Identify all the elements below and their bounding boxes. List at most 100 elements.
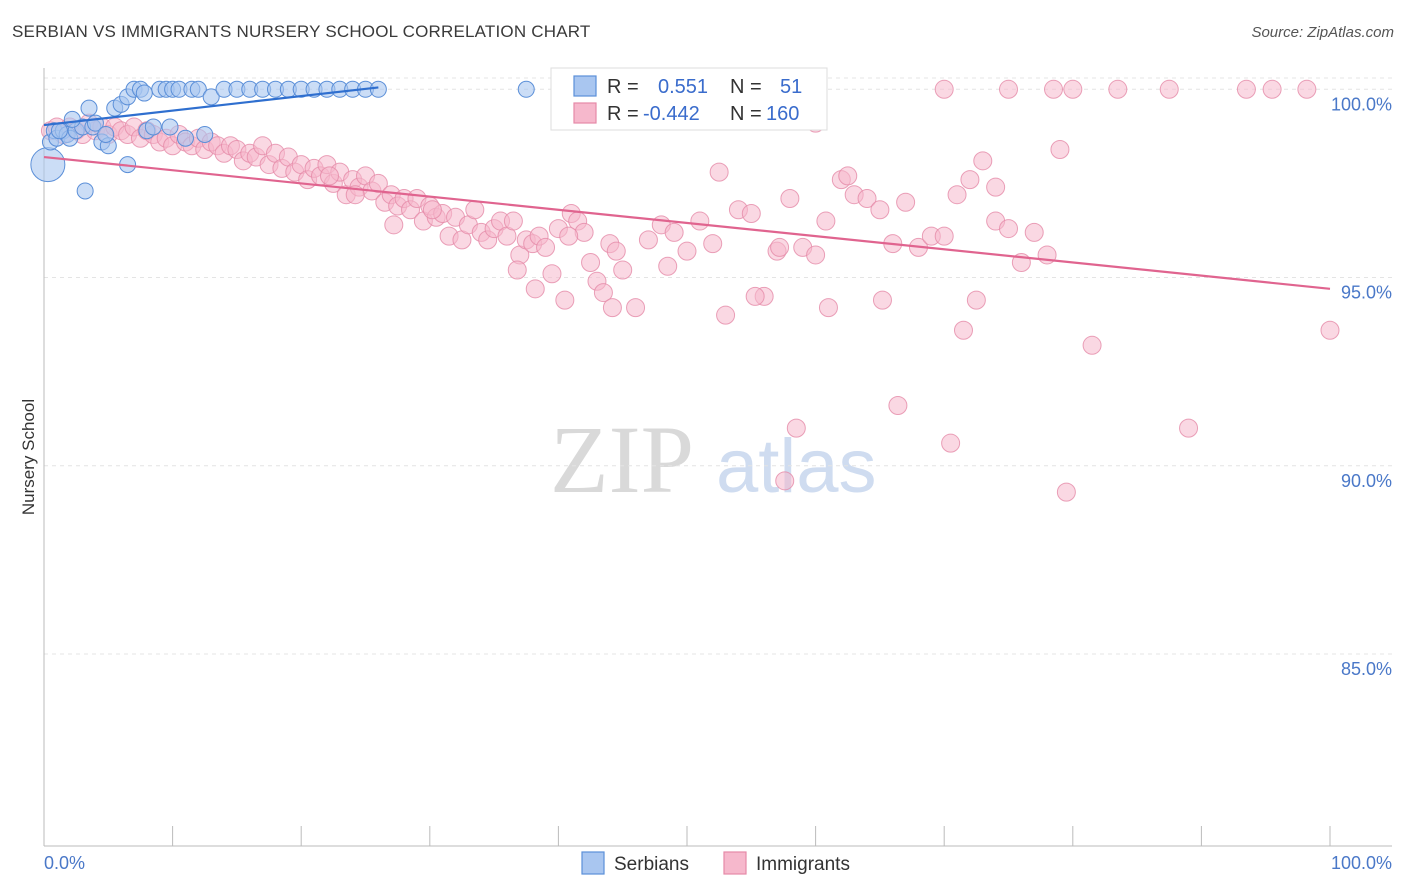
immigrants-point-119 bbox=[999, 219, 1018, 239]
stats-legend: R = 0.551 N = 51 R = -0.442 N = 160 bbox=[550, 67, 828, 131]
y-tick-labels: 100.0% 95.0% 90.0% 85.0% bbox=[1331, 94, 1392, 679]
chart-title: SERBIAN VS IMMIGRANTS NURSERY SCHOOL COR… bbox=[12, 22, 591, 41]
immigrants-point-131 bbox=[1044, 79, 1064, 99]
serbians-point-25 bbox=[176, 129, 194, 147]
immigrants-point-121 bbox=[1024, 222, 1044, 242]
immigrants-point-66 bbox=[465, 200, 485, 220]
legend-n-serbians: 51 bbox=[780, 76, 802, 98]
immigrants-point-72 bbox=[503, 211, 523, 231]
legend-n-label-immigrants: N = bbox=[730, 103, 762, 125]
stats-legend-box bbox=[550, 67, 828, 131]
legend-swatch-serbians bbox=[573, 75, 597, 97]
serbians-point-43 bbox=[63, 110, 81, 128]
serbians-point-27 bbox=[189, 80, 207, 98]
x-tick-label-100: 100.0% bbox=[1331, 853, 1392, 873]
immigrants-point-134 bbox=[1159, 79, 1179, 99]
immigrants-points bbox=[40, 79, 1340, 502]
immigrants-point-109 bbox=[870, 200, 890, 220]
immigrants-point-159 bbox=[559, 226, 579, 246]
immigrants-point-140 bbox=[786, 418, 806, 438]
immigrants-point-77 bbox=[536, 237, 556, 257]
immigrants-point-137 bbox=[1297, 79, 1317, 99]
bottom-legend-serbians: Serbians bbox=[614, 854, 689, 875]
immigrants-point-152 bbox=[602, 298, 622, 318]
chart-source: Source: ZipAtlas.com bbox=[1251, 24, 1394, 41]
immigrants-point-142 bbox=[941, 433, 961, 453]
legend-n-label-serbians: N = bbox=[730, 76, 762, 98]
immigrants-point-155 bbox=[422, 200, 442, 220]
immigrants-point-128 bbox=[888, 396, 908, 416]
immigrants-point-138 bbox=[709, 162, 729, 182]
immigrants-point-136 bbox=[1262, 79, 1282, 99]
immigrants-point-149 bbox=[986, 177, 1006, 197]
immigrants-point-135 bbox=[1236, 79, 1256, 99]
y-tick-label-0: 100.0% bbox=[1331, 94, 1392, 114]
immigrants-point-117 bbox=[973, 151, 993, 171]
y-tick-label-2: 90.0% bbox=[1341, 471, 1392, 491]
immigrants-point-90 bbox=[626, 298, 646, 318]
legend-r-label-immigrants: R = bbox=[607, 103, 639, 125]
bottom-swatch-immigrants bbox=[723, 851, 747, 875]
serbians-point-42 bbox=[369, 80, 387, 98]
immigrants-point-78 bbox=[542, 264, 562, 284]
immigrants-point-123 bbox=[1050, 140, 1070, 160]
serbians-point-29 bbox=[202, 88, 220, 106]
immigrants-point-150 bbox=[966, 290, 986, 310]
watermark-zip: ZIP bbox=[550, 406, 694, 513]
serbians-point-0 bbox=[30, 147, 66, 183]
immigrants-point-95 bbox=[690, 211, 710, 231]
serbians-point-28 bbox=[196, 125, 214, 143]
immigrants-point-153 bbox=[525, 279, 545, 299]
immigrants-point-144 bbox=[1082, 335, 1102, 355]
immigrants-point-84 bbox=[581, 252, 601, 272]
serbians-point-20 bbox=[144, 118, 162, 136]
immigrants-point-129 bbox=[934, 79, 954, 99]
serbians-points bbox=[30, 80, 535, 200]
bottom-swatch-serbians bbox=[581, 851, 605, 875]
immigrants-point-102 bbox=[780, 188, 800, 208]
immigrants-point-132 bbox=[1063, 79, 1083, 99]
serbians-point-46 bbox=[50, 122, 68, 140]
legend-r-immigrants: -0.442 bbox=[643, 103, 700, 125]
immigrants-point-99 bbox=[741, 204, 761, 224]
immigrants-point-151 bbox=[658, 256, 678, 276]
serbians-point-9 bbox=[80, 99, 98, 117]
immigrants-point-124 bbox=[816, 211, 836, 231]
immigrants-point-80 bbox=[555, 290, 575, 310]
immigrants-point-96 bbox=[703, 234, 723, 254]
trend-lines bbox=[43, 86, 1331, 290]
immigrants-point-146 bbox=[1179, 418, 1199, 438]
legend-r-serbians: 0.551 bbox=[658, 76, 708, 98]
immigrants-trend-line bbox=[43, 155, 1331, 290]
legend-r-label-serbians: R = bbox=[607, 76, 639, 98]
immigrants-point-158 bbox=[319, 166, 339, 186]
immigrants-point-108 bbox=[857, 188, 877, 208]
immigrants-point-130 bbox=[999, 79, 1018, 99]
serbians-point-48 bbox=[135, 84, 153, 102]
serbians-point-50 bbox=[517, 80, 535, 98]
legend-swatch-immigrants bbox=[573, 102, 597, 124]
y-tick-label-1: 95.0% bbox=[1341, 283, 1392, 303]
immigrants-point-116 bbox=[960, 170, 980, 190]
immigrants-point-111 bbox=[896, 192, 916, 212]
bottom-legend-immigrants: Immigrants bbox=[756, 854, 850, 875]
immigrants-point-89 bbox=[613, 260, 633, 280]
immigrants-point-145 bbox=[1056, 482, 1076, 502]
x-tick-label-0: 0.0% bbox=[44, 853, 85, 873]
immigrants-point-94 bbox=[677, 241, 697, 261]
legend-n-immigrants: 160 bbox=[766, 103, 799, 125]
immigrants-point-93 bbox=[664, 222, 684, 242]
y-tick-label-3: 85.0% bbox=[1341, 659, 1392, 679]
immigrants-point-97 bbox=[716, 305, 736, 325]
immigrants-point-126 bbox=[838, 166, 858, 186]
immigrants-point-125 bbox=[770, 237, 790, 257]
immigrants-point-141 bbox=[775, 471, 795, 491]
immigrants-point-139 bbox=[745, 286, 765, 306]
x-tick-marks bbox=[43, 826, 1331, 846]
watermark-atlas: atlas bbox=[716, 424, 877, 509]
immigrants-point-156 bbox=[384, 215, 404, 235]
immigrants-point-154 bbox=[507, 260, 527, 280]
immigrants-point-143 bbox=[953, 320, 973, 340]
immigrants-point-86 bbox=[593, 283, 613, 303]
